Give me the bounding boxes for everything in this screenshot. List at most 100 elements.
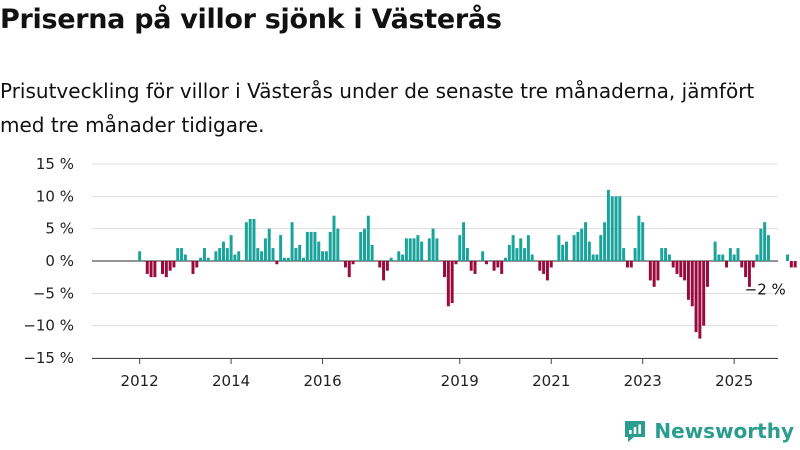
bar (504, 257, 507, 261)
bar (176, 248, 180, 261)
bar (275, 261, 279, 265)
bar (664, 248, 668, 261)
bar (298, 244, 302, 261)
x-tick-label: 2025 (715, 372, 753, 390)
bar (305, 231, 309, 261)
bar (698, 261, 702, 339)
bar (545, 261, 549, 281)
bar (450, 261, 454, 304)
bar (317, 241, 321, 261)
y-axis-labels: 15 % 10 % 5 % 0 % −5 % −10 % −15 % (23, 155, 74, 367)
bar (435, 238, 439, 261)
bar (591, 254, 595, 261)
bar (618, 196, 622, 261)
bar (221, 241, 225, 261)
bar (686, 261, 690, 300)
bar (736, 248, 740, 261)
bar (557, 235, 561, 261)
bar (248, 218, 252, 261)
bar (260, 251, 264, 261)
bar (614, 196, 618, 261)
bar (168, 261, 172, 271)
bar (580, 228, 584, 261)
bar (138, 251, 142, 261)
x-tick-label: 2014 (212, 372, 250, 390)
bar (572, 235, 576, 261)
bar (324, 251, 328, 261)
bar (641, 222, 645, 261)
grid-layer (92, 163, 778, 359)
bar (526, 235, 530, 261)
bar (683, 261, 687, 281)
bar (766, 235, 770, 261)
bar (755, 254, 759, 261)
bar (599, 235, 603, 261)
brand-name: Newsworthy (654, 419, 794, 443)
bar (202, 248, 206, 261)
bar (740, 261, 744, 268)
bar (721, 254, 725, 261)
bar (199, 257, 203, 261)
x-axis: 2012 2014 2016 2019 2021 2023 2025 (92, 358, 778, 390)
bar (530, 254, 534, 261)
y-tick-label: −10 % (23, 317, 74, 335)
bar (225, 248, 229, 261)
bar (218, 248, 222, 261)
bar (667, 254, 671, 261)
chart-title: Priserna på villor sjönk i Västerås (0, 4, 502, 35)
x-tick-label: 2023 (624, 372, 662, 390)
bar (267, 228, 271, 261)
bar (382, 261, 386, 281)
bar (237, 251, 241, 261)
bar (378, 261, 382, 268)
bar (454, 261, 458, 265)
bar (587, 241, 591, 261)
bar (153, 261, 157, 278)
bar (511, 235, 515, 261)
bar (744, 261, 748, 278)
bar (675, 261, 679, 274)
bar (492, 261, 496, 271)
y-tick-label: 15 % (36, 155, 74, 173)
last-value-annotation: −2 % (745, 281, 786, 299)
y-tick-label: 10 % (36, 187, 74, 205)
bar-chart: 15 %10 %5 %0 %−5 %−10 %−15 % 2012 2014 201… (23, 155, 797, 390)
bar (793, 261, 797, 268)
bar (412, 238, 416, 261)
bar (690, 261, 694, 307)
bar (321, 251, 325, 261)
bar (702, 261, 706, 326)
y-tick-label: −5 % (33, 284, 74, 302)
y-tick-label: 5 % (45, 220, 74, 238)
bar (191, 261, 195, 274)
bar (481, 251, 485, 261)
bar (747, 261, 751, 287)
bar (542, 261, 546, 274)
bar (648, 261, 652, 281)
bar (279, 235, 283, 261)
bar (751, 261, 755, 268)
bar (717, 254, 721, 261)
bar (328, 231, 332, 261)
bar (469, 261, 473, 271)
bar (473, 261, 477, 274)
bar (576, 231, 580, 261)
bar (629, 261, 633, 268)
bar (549, 261, 553, 268)
bar (496, 261, 500, 268)
bar (603, 222, 607, 261)
bar (420, 241, 424, 261)
bar (564, 241, 568, 261)
bar (523, 248, 527, 261)
x-tick-label: 2012 (121, 372, 159, 390)
bar (294, 248, 298, 261)
bar (286, 257, 290, 261)
x-tick-label: 2021 (532, 372, 570, 390)
bars-layer (138, 189, 797, 339)
bar (610, 196, 614, 261)
bar (336, 228, 340, 261)
bar (282, 257, 286, 261)
bar (252, 218, 256, 261)
bar (462, 222, 466, 261)
bar (484, 261, 488, 265)
